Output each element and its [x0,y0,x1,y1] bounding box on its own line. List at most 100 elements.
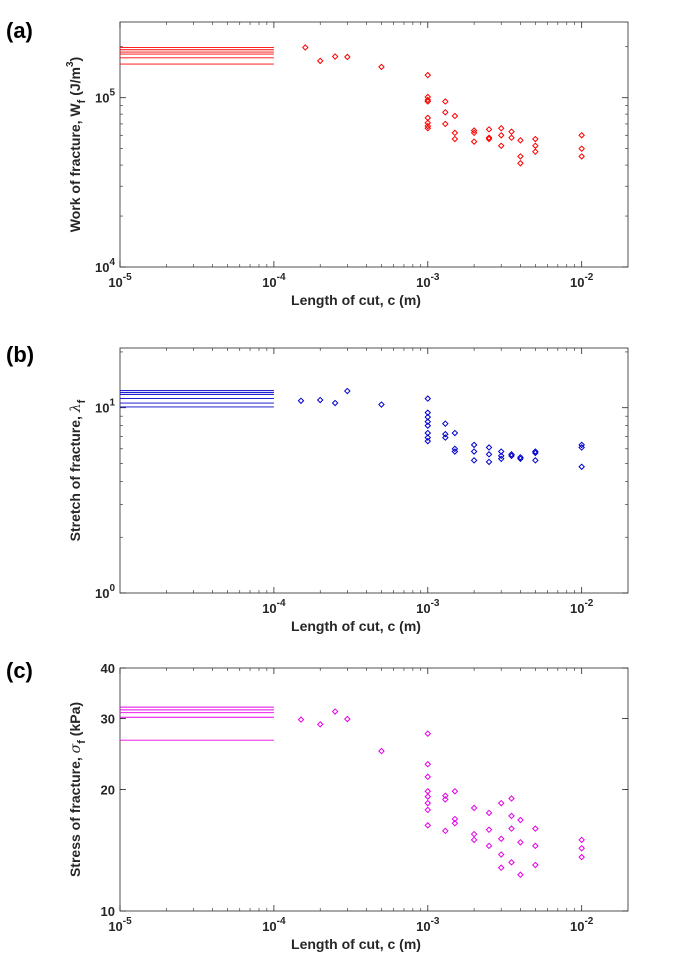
data-point [424,96,432,104]
data-point [442,98,449,105]
data-point [517,455,524,463]
x-tick-base: 10 [108,275,122,290]
minor-ticks [120,348,628,593]
data-point [578,463,585,471]
data-point [424,787,432,795]
y-label-subscript: f [76,399,88,403]
data-point [497,131,505,139]
x-tick-base: 10 [416,601,430,616]
x-axis-label: Length of cut, c (m) [291,292,421,308]
y-label-unit: (kPa) [67,702,83,740]
axes-box [119,21,629,268]
data-point [532,148,539,155]
data-point [424,806,432,814]
data-point [442,827,449,835]
y-label-greek: σ [68,743,84,753]
y-tick-exponent: 4 [109,257,115,268]
data-point [424,409,432,416]
data-point [485,842,493,850]
minor-ticks [120,22,628,267]
x-tick-exponent: -2 [584,598,593,609]
data-point [451,787,459,795]
data-point [424,822,432,829]
data-point [485,135,493,143]
x-tick-label: 10-4 [262,916,286,934]
data-point [517,159,524,167]
data-point [442,420,449,427]
x-tick-base: 10 [570,601,584,616]
data-point [532,861,539,869]
data-point [442,792,449,800]
data-point [331,53,339,60]
x-tick-label: 10-3 [416,598,440,616]
data-point [424,799,432,807]
data-point [485,444,493,451]
data-point [578,145,585,152]
data-point [424,793,432,800]
data-point [424,434,432,441]
data-point [451,429,459,437]
data-point [344,715,351,723]
data-point [378,63,385,71]
x-tick-exponent: -5 [123,272,132,283]
y-label-subscript: f [76,740,88,744]
y-label-unit: (J/m [67,67,83,100]
data-point [424,124,432,132]
y-label-greek: λ [68,403,84,413]
data-point [485,458,493,466]
x-tick-label: 10-5 [108,916,132,934]
data-point [424,760,432,768]
data-point [578,836,585,844]
data-point [470,129,478,137]
data-point [497,799,505,807]
data-point [378,401,385,408]
data-point [508,451,515,458]
data-point [578,444,585,451]
y-tick-label: 105 [95,88,115,106]
data-point [578,131,585,139]
data-point [442,120,449,128]
data-point [424,418,432,426]
data-point [451,445,459,453]
data-point [442,108,449,116]
x-tick-exponent: -5 [123,916,132,927]
x-tick-label: 10-2 [570,598,594,616]
data-point [451,135,459,143]
data-point [424,98,432,105]
x-axis-label: Length of cut, c (m) [291,618,421,634]
data-point [517,816,524,824]
data-point [517,153,524,160]
data-point [578,441,585,449]
x-tick-exponent: -3 [431,598,440,609]
data-point [497,124,505,132]
data-point [578,853,585,861]
y-label-main: Work of fracture, W [67,103,83,233]
y-tick-base: 10 [95,401,109,416]
y-axis-label: Work of fracture, Wf (J/m3) [65,57,88,232]
x-tick-exponent: -4 [277,272,286,283]
data-point [485,826,493,834]
data-point [470,127,478,134]
data-point [424,773,432,781]
x-tick-label: 10-4 [262,272,286,290]
axes-box [119,347,629,594]
data-point [316,396,324,404]
data-point [517,871,524,879]
data-point [424,71,432,79]
x-tick-base: 10 [570,919,584,934]
x-tick-base: 10 [262,601,276,616]
y-axis-label: Stretch of fracture, λf [67,399,88,541]
data-point [424,395,432,402]
x-tick-label: 10-3 [416,272,440,290]
data-point [424,437,432,445]
data-point [470,138,478,145]
data-point [485,126,493,133]
data-point [497,455,505,463]
y-tick-label: 30 [101,711,115,726]
data-point [297,397,305,405]
data-point [301,44,309,51]
x-tick-base: 10 [262,919,276,934]
x-tick-exponent: -2 [584,272,593,283]
data-point [470,441,478,449]
